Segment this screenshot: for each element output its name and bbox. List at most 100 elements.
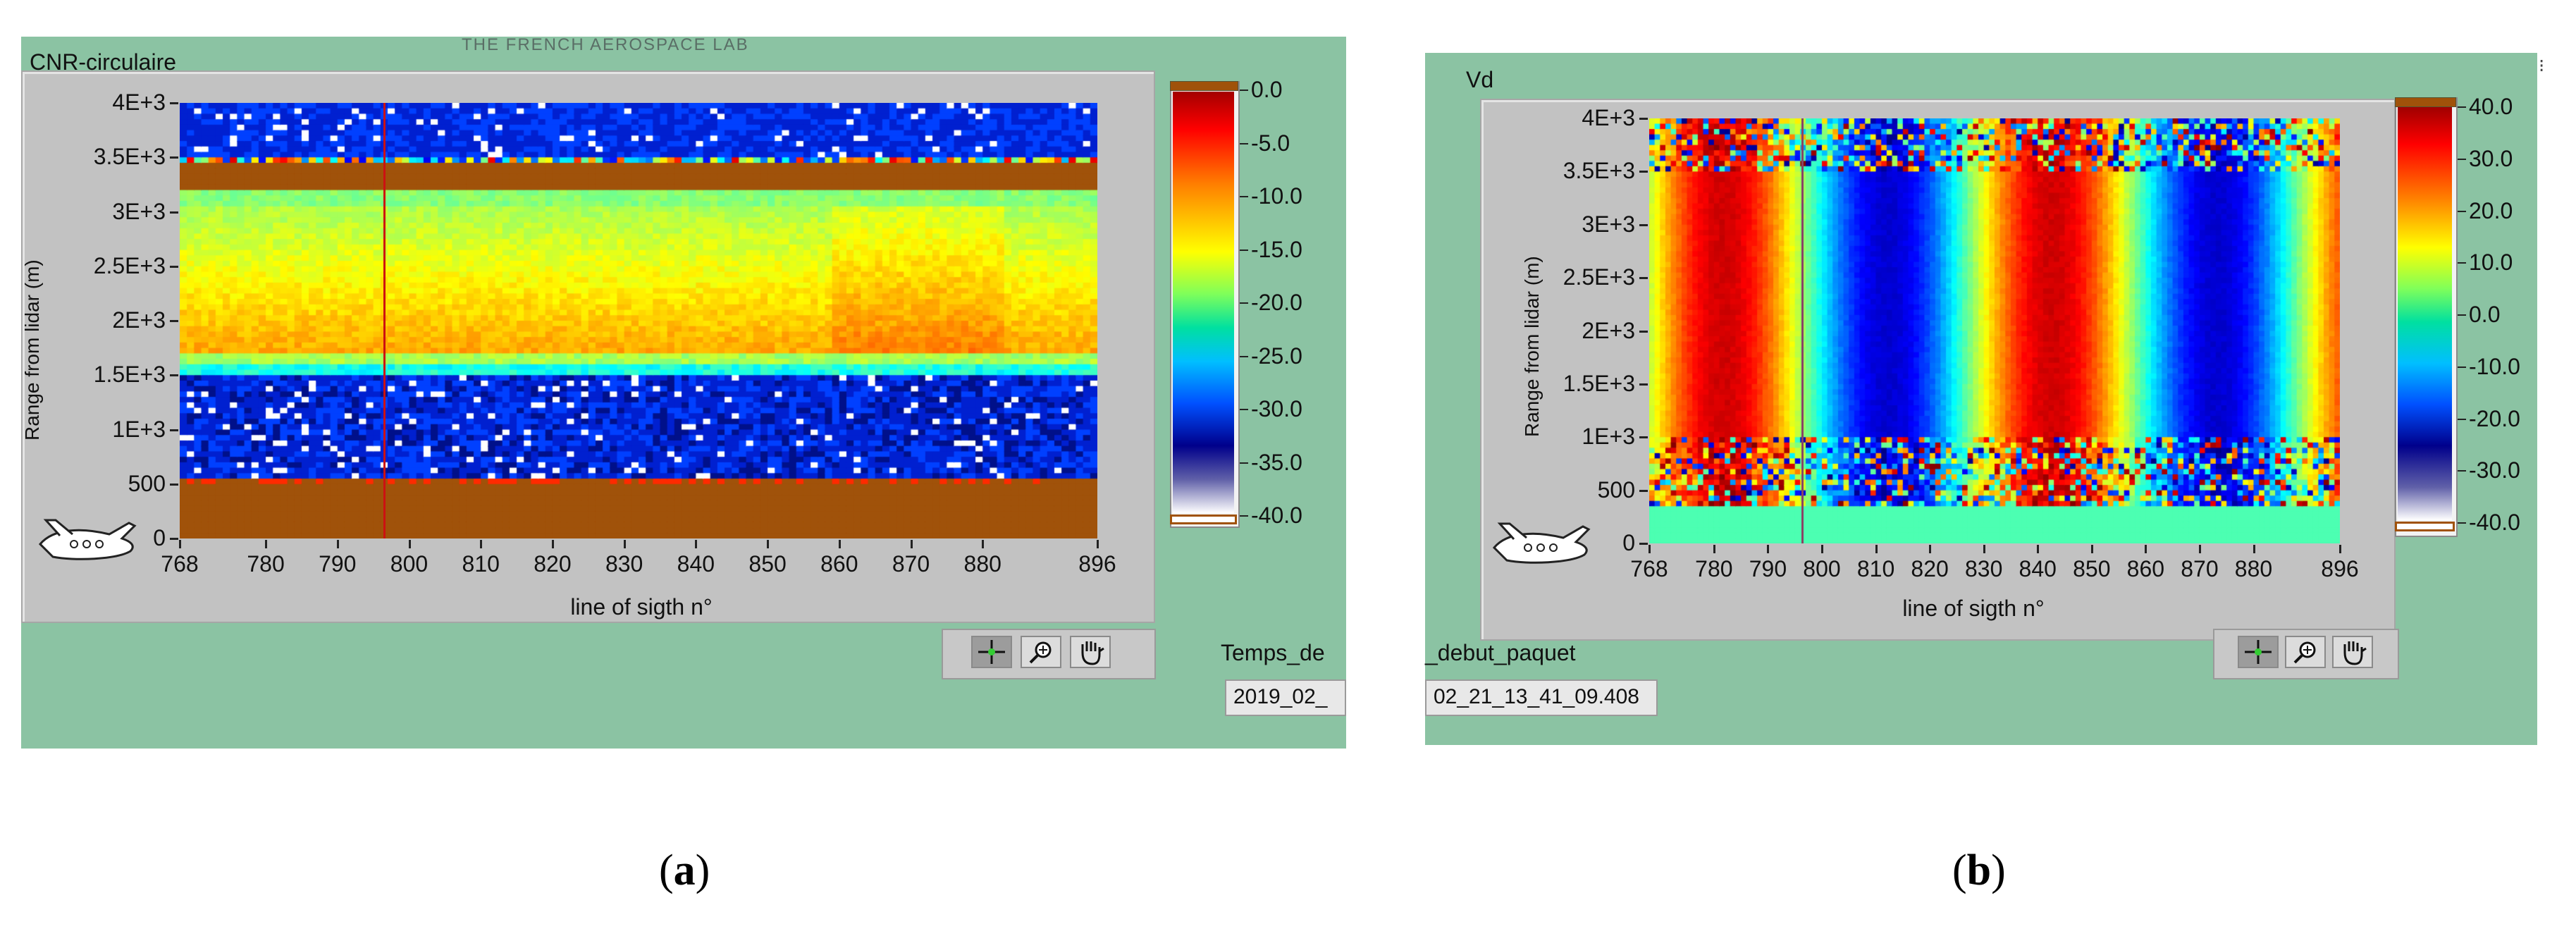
panel-b-plot-area[interactable] (1649, 118, 2340, 543)
hand-icon (2343, 641, 2367, 665)
airplane-logo-icon (38, 519, 137, 560)
panel_a-colorbar-tick-label: -40.0 (1251, 503, 1302, 528)
panel_b-y-tick-label: 0 (1622, 530, 1635, 555)
panel_a-colorbar-tick-mark (1240, 196, 1248, 197)
panel-b-pan-tool-button[interactable] (2332, 636, 2373, 668)
panel_a-colorbar-tick-mark (1240, 90, 1248, 91)
panel_a-y-tick-label: 0 (153, 525, 166, 550)
panel_a-x-tick-mark (480, 540, 483, 548)
panel_a-y-tick-mark (170, 429, 178, 431)
panel_b-colorbar-tick-label: 0.0 (2469, 302, 2501, 327)
panel_b-y-tick-mark (1639, 436, 1648, 439)
panel-b-zoom-tool-button[interactable] (2285, 636, 2326, 668)
panel-b-time-label: _debut_paquet (1425, 640, 1576, 665)
panel_a-colorbar-tick-mark (1240, 355, 1248, 357)
panel_b-x-tick-mark (2253, 545, 2255, 553)
panel_b-colorbar-tick-label: -30.0 (2469, 457, 2520, 484)
panel-b-vd-heatmap[interactable] (1649, 118, 2340, 543)
panel_b-y-tick-mark (1639, 489, 1648, 492)
panel_b-y-tick-label: 4E+3 (1582, 105, 1635, 130)
panel-a-colorbar (1173, 92, 1234, 513)
panel_a-y-tick-label: 4E+3 (112, 90, 166, 115)
panel_b-y-tick-mark (1639, 223, 1648, 226)
panel_a-colorbar-tick-mark (1240, 409, 1248, 410)
panel-b-colorbar-high-cap (2395, 97, 2456, 107)
panel_b-y-tick-label: 3E+3 (1582, 211, 1635, 237)
panel_a-colorbar-tick-label: -15.0 (1251, 236, 1302, 262)
panel_b-colorbar-tick-label: 30.0 (2469, 145, 2513, 171)
panel-b-cursor-tool-button[interactable] (2238, 636, 2279, 668)
panel_b-x-tick-label: 880 (2234, 556, 2273, 581)
panel_b-y-tick-label: 1.5E+3 (1563, 370, 1635, 396)
panel_a-x-tick-label: 880 (963, 551, 1002, 577)
zoom-icon (2293, 641, 2316, 664)
panel-a-plot-area[interactable] (180, 103, 1097, 538)
panel-a-colorbar-high-cap (1170, 81, 1238, 91)
scrollbar-edge-icon: ⁝ (2539, 55, 2545, 76)
caption-b-close: ) (1991, 846, 2006, 894)
panel_b-x-tick-label: 780 (1695, 556, 1733, 581)
panel_b-y-tick-label: 2.5E+3 (1563, 264, 1635, 290)
panel-b-x-axis-label: line of sigth n° (1902, 596, 2045, 621)
panel_b-x-tick-mark (1713, 545, 1715, 553)
panel_a-y-tick-label: 3.5E+3 (93, 144, 166, 170)
panel_b-x-tick-mark (2037, 545, 2040, 553)
panel_a-colorbar-tick-label: -35.0 (1251, 449, 1302, 475)
panel_a-colorbar-tick-mark (1240, 302, 1248, 304)
panel_b-x-tick-mark (2090, 545, 2093, 553)
panel-a-cursor-line[interactable] (383, 103, 386, 538)
panel_a-x-tick-mark (1097, 540, 1099, 548)
caption-a: (a) (659, 846, 710, 896)
panel_b-y-tick-mark (1639, 543, 1648, 545)
airplane-logo-icon (1492, 522, 1591, 564)
panel_a-y-tick-label: 1E+3 (112, 416, 166, 442)
panel_b-x-tick-label: 896 (2321, 556, 2359, 581)
panel_b-x-tick-mark (1648, 545, 1651, 553)
panel_b-x-tick-mark (1767, 545, 1770, 553)
panel_b-colorbar-tick-label: -40.0 (2469, 510, 2520, 535)
panel_a-colorbar-tick-label: 0.0 (1251, 77, 1283, 102)
panel_a-y-tick-mark (170, 265, 178, 268)
panel_a-x-tick-mark (408, 540, 411, 548)
panel-a-y-axis-label: Range from lidar (m) (21, 259, 43, 441)
panel_a-colorbar-tick-mark (1240, 462, 1248, 464)
panel_a-x-tick-label: 810 (462, 551, 500, 577)
panel_a-x-tick-label: 790 (319, 551, 357, 577)
panel_b-y-tick-mark (1639, 330, 1648, 333)
panel_a-x-tick-label: 820 (534, 551, 572, 577)
panel-b-time-field[interactable]: 02_21_13_41_09.408 (1425, 679, 1658, 716)
panel_a-x-tick-label: 840 (677, 551, 715, 577)
panel_b-colorbar-tick-label: 10.0 (2469, 250, 2513, 276)
panel_a-x-tick-mark (767, 540, 770, 548)
panel_a-y-tick-mark (170, 156, 178, 159)
panel_a-x-tick-mark (265, 540, 268, 548)
panel_b-y-tick-mark (1639, 171, 1648, 173)
panel_b-y-tick-mark (1639, 118, 1648, 120)
panel_b-x-tick-label: 840 (2019, 556, 2057, 581)
panel-b-colorbar (2398, 107, 2452, 520)
panel_b-colorbar-tick-mark (2458, 106, 2466, 108)
panel_a-colorbar-tick-label: -10.0 (1251, 183, 1302, 209)
panel-a-time-field[interactable]: 2019_02_ (1225, 679, 1346, 716)
panel_b-x-tick-mark (2339, 545, 2341, 553)
panel_a-y-tick-mark (170, 538, 178, 540)
panel_b-colorbar-tick-mark (2458, 262, 2466, 264)
panel-a-cnr-heatmap[interactable] (180, 103, 1097, 538)
panel-a-zoom-tool-button[interactable] (1021, 636, 1061, 668)
caption-a-close: ) (695, 846, 710, 894)
panel_b-x-tick-label: 860 (2126, 556, 2165, 581)
caption-b: (b) (1952, 846, 2006, 896)
panel-a-pan-tool-button[interactable] (1070, 636, 1111, 668)
panel_a-x-tick-label: 896 (1078, 551, 1116, 577)
panel_a-x-tick-mark (838, 540, 841, 548)
panel_b-y-tick-label: 500 (1597, 476, 1635, 503)
panel_b-colorbar-tick-mark (2458, 210, 2466, 212)
panel-b-cursor-line[interactable] (1801, 118, 1804, 543)
panel-a-x-axis-label: line of sigth n° (570, 594, 713, 620)
panel_b-colorbar-tick-mark (2458, 470, 2466, 472)
hand-icon (1081, 641, 1104, 665)
crosshair-icon (978, 640, 1005, 664)
panel-a-cursor-tool-button[interactable] (971, 636, 1012, 668)
panel_b-x-tick-mark (1821, 545, 1823, 553)
panel_b-colorbar-tick-mark (2458, 522, 2466, 524)
